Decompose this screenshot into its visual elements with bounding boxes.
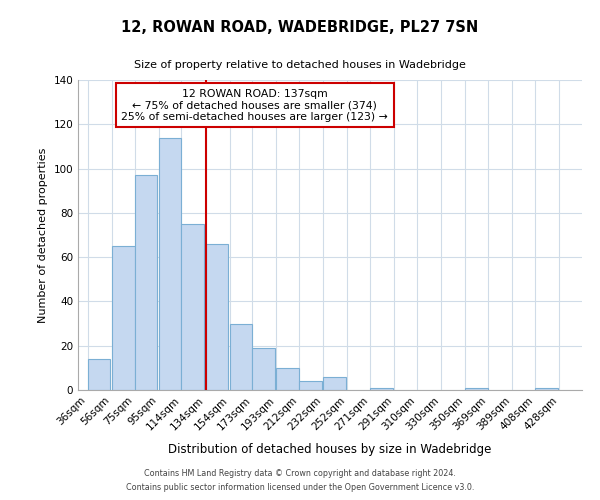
Bar [253, 348, 275, 390]
Bar [299, 381, 322, 390]
Bar [230, 324, 253, 390]
Text: 12, ROWAN ROAD, WADEBRIDGE, PL27 7SN: 12, ROWAN ROAD, WADEBRIDGE, PL27 7SN [121, 20, 479, 35]
Y-axis label: Number of detached properties: Number of detached properties [38, 148, 48, 322]
Text: 12 ROWAN ROAD: 137sqm
← 75% of detached houses are smaller (374)
25% of semi-det: 12 ROWAN ROAD: 137sqm ← 75% of detached … [121, 89, 388, 122]
Text: Size of property relative to detached houses in Wadebridge: Size of property relative to detached ho… [134, 60, 466, 70]
Bar [181, 224, 205, 390]
X-axis label: Distribution of detached houses by size in Wadebridge: Distribution of detached houses by size … [169, 443, 491, 456]
Bar [370, 388, 393, 390]
Bar [134, 175, 157, 390]
Bar [277, 368, 299, 390]
Bar [323, 376, 346, 390]
Bar [206, 244, 229, 390]
Bar [88, 359, 110, 390]
Bar [535, 388, 558, 390]
Text: Contains public sector information licensed under the Open Government Licence v3: Contains public sector information licen… [126, 484, 474, 492]
Bar [112, 246, 134, 390]
Text: Contains HM Land Registry data © Crown copyright and database right 2024.: Contains HM Land Registry data © Crown c… [144, 468, 456, 477]
Bar [466, 388, 488, 390]
Bar [158, 138, 181, 390]
